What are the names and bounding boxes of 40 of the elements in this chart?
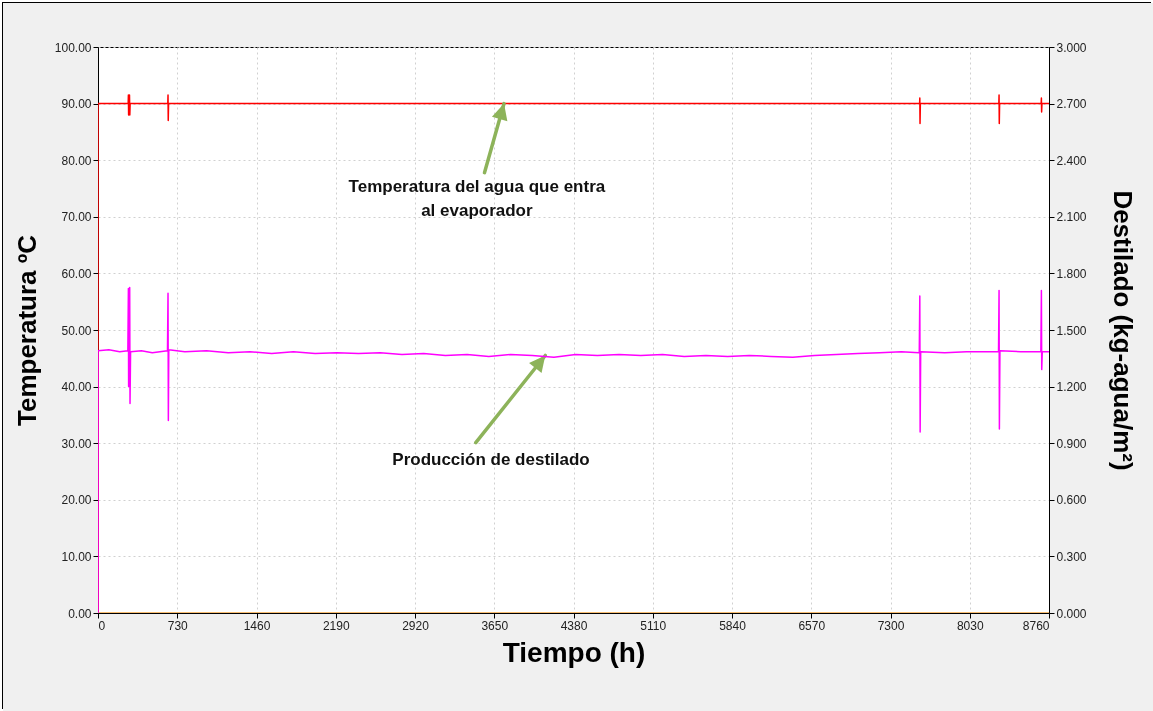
y-tick-label: 0.00 [68,606,92,621]
x-tick-label: 7300 [877,618,905,633]
x-tick-label: 0 [98,618,106,633]
y-tick-label: 10.00 [61,549,92,564]
x-tick-label: 730 [167,618,189,633]
y-tick-label: 60.00 [61,266,92,281]
y2-tick-label: 1.500 [1056,323,1087,338]
y2-tick-label: 1.200 [1056,380,1087,395]
y-tick-label: 40.00 [61,380,92,395]
x-tick-label: 8760 [1022,618,1050,633]
y2-tick-label: 2.700 [1056,97,1087,112]
annotation: Producción de destilado [392,449,590,469]
x-tick-label: 3650 [481,618,509,633]
x-tick-label: 2920 [402,618,430,633]
y2-tick-label: 0.300 [1056,549,1087,564]
y2-tick-label: 0.600 [1056,493,1087,508]
y-tick-label: 30.00 [61,436,92,451]
x-tick-label: 5840 [719,618,747,633]
y2-tick-label: 1.800 [1056,266,1087,281]
annotation: Temperatura del agua que entra al evaporador [348,176,606,220]
x-tick-label: 2190 [322,618,350,633]
y-tick-label: 100.00 [54,40,92,55]
x-tick-label: 5110 [640,618,667,633]
y-tick-label: 20.00 [61,493,92,508]
y2-tick-label: 2.100 [1056,210,1087,225]
y2-tick-label: 0.900 [1056,436,1087,451]
y-axis-title: Temperatura ºC [11,234,42,427]
y-tick-label: 50.00 [61,323,92,338]
x-tick-label: 6570 [798,618,826,633]
x-axis-title: Tiempo (h) [502,636,646,668]
y2-tick-label: 3.000 [1056,40,1087,55]
y-tick-label: 70.00 [61,210,92,225]
y-tick-label: 80.00 [61,153,92,168]
y2-tick-label: 2.400 [1056,153,1087,168]
y2-axis-title: Destilado (kg-agua/m²) [1107,190,1138,471]
x-tick-label: 4380 [560,618,588,633]
x-tick-label: 8030 [956,618,984,633]
y-tick-label: 90.00 [61,97,92,112]
x-tick-label: 1460 [243,618,271,633]
y2-tick-label: 0.000 [1056,606,1087,621]
